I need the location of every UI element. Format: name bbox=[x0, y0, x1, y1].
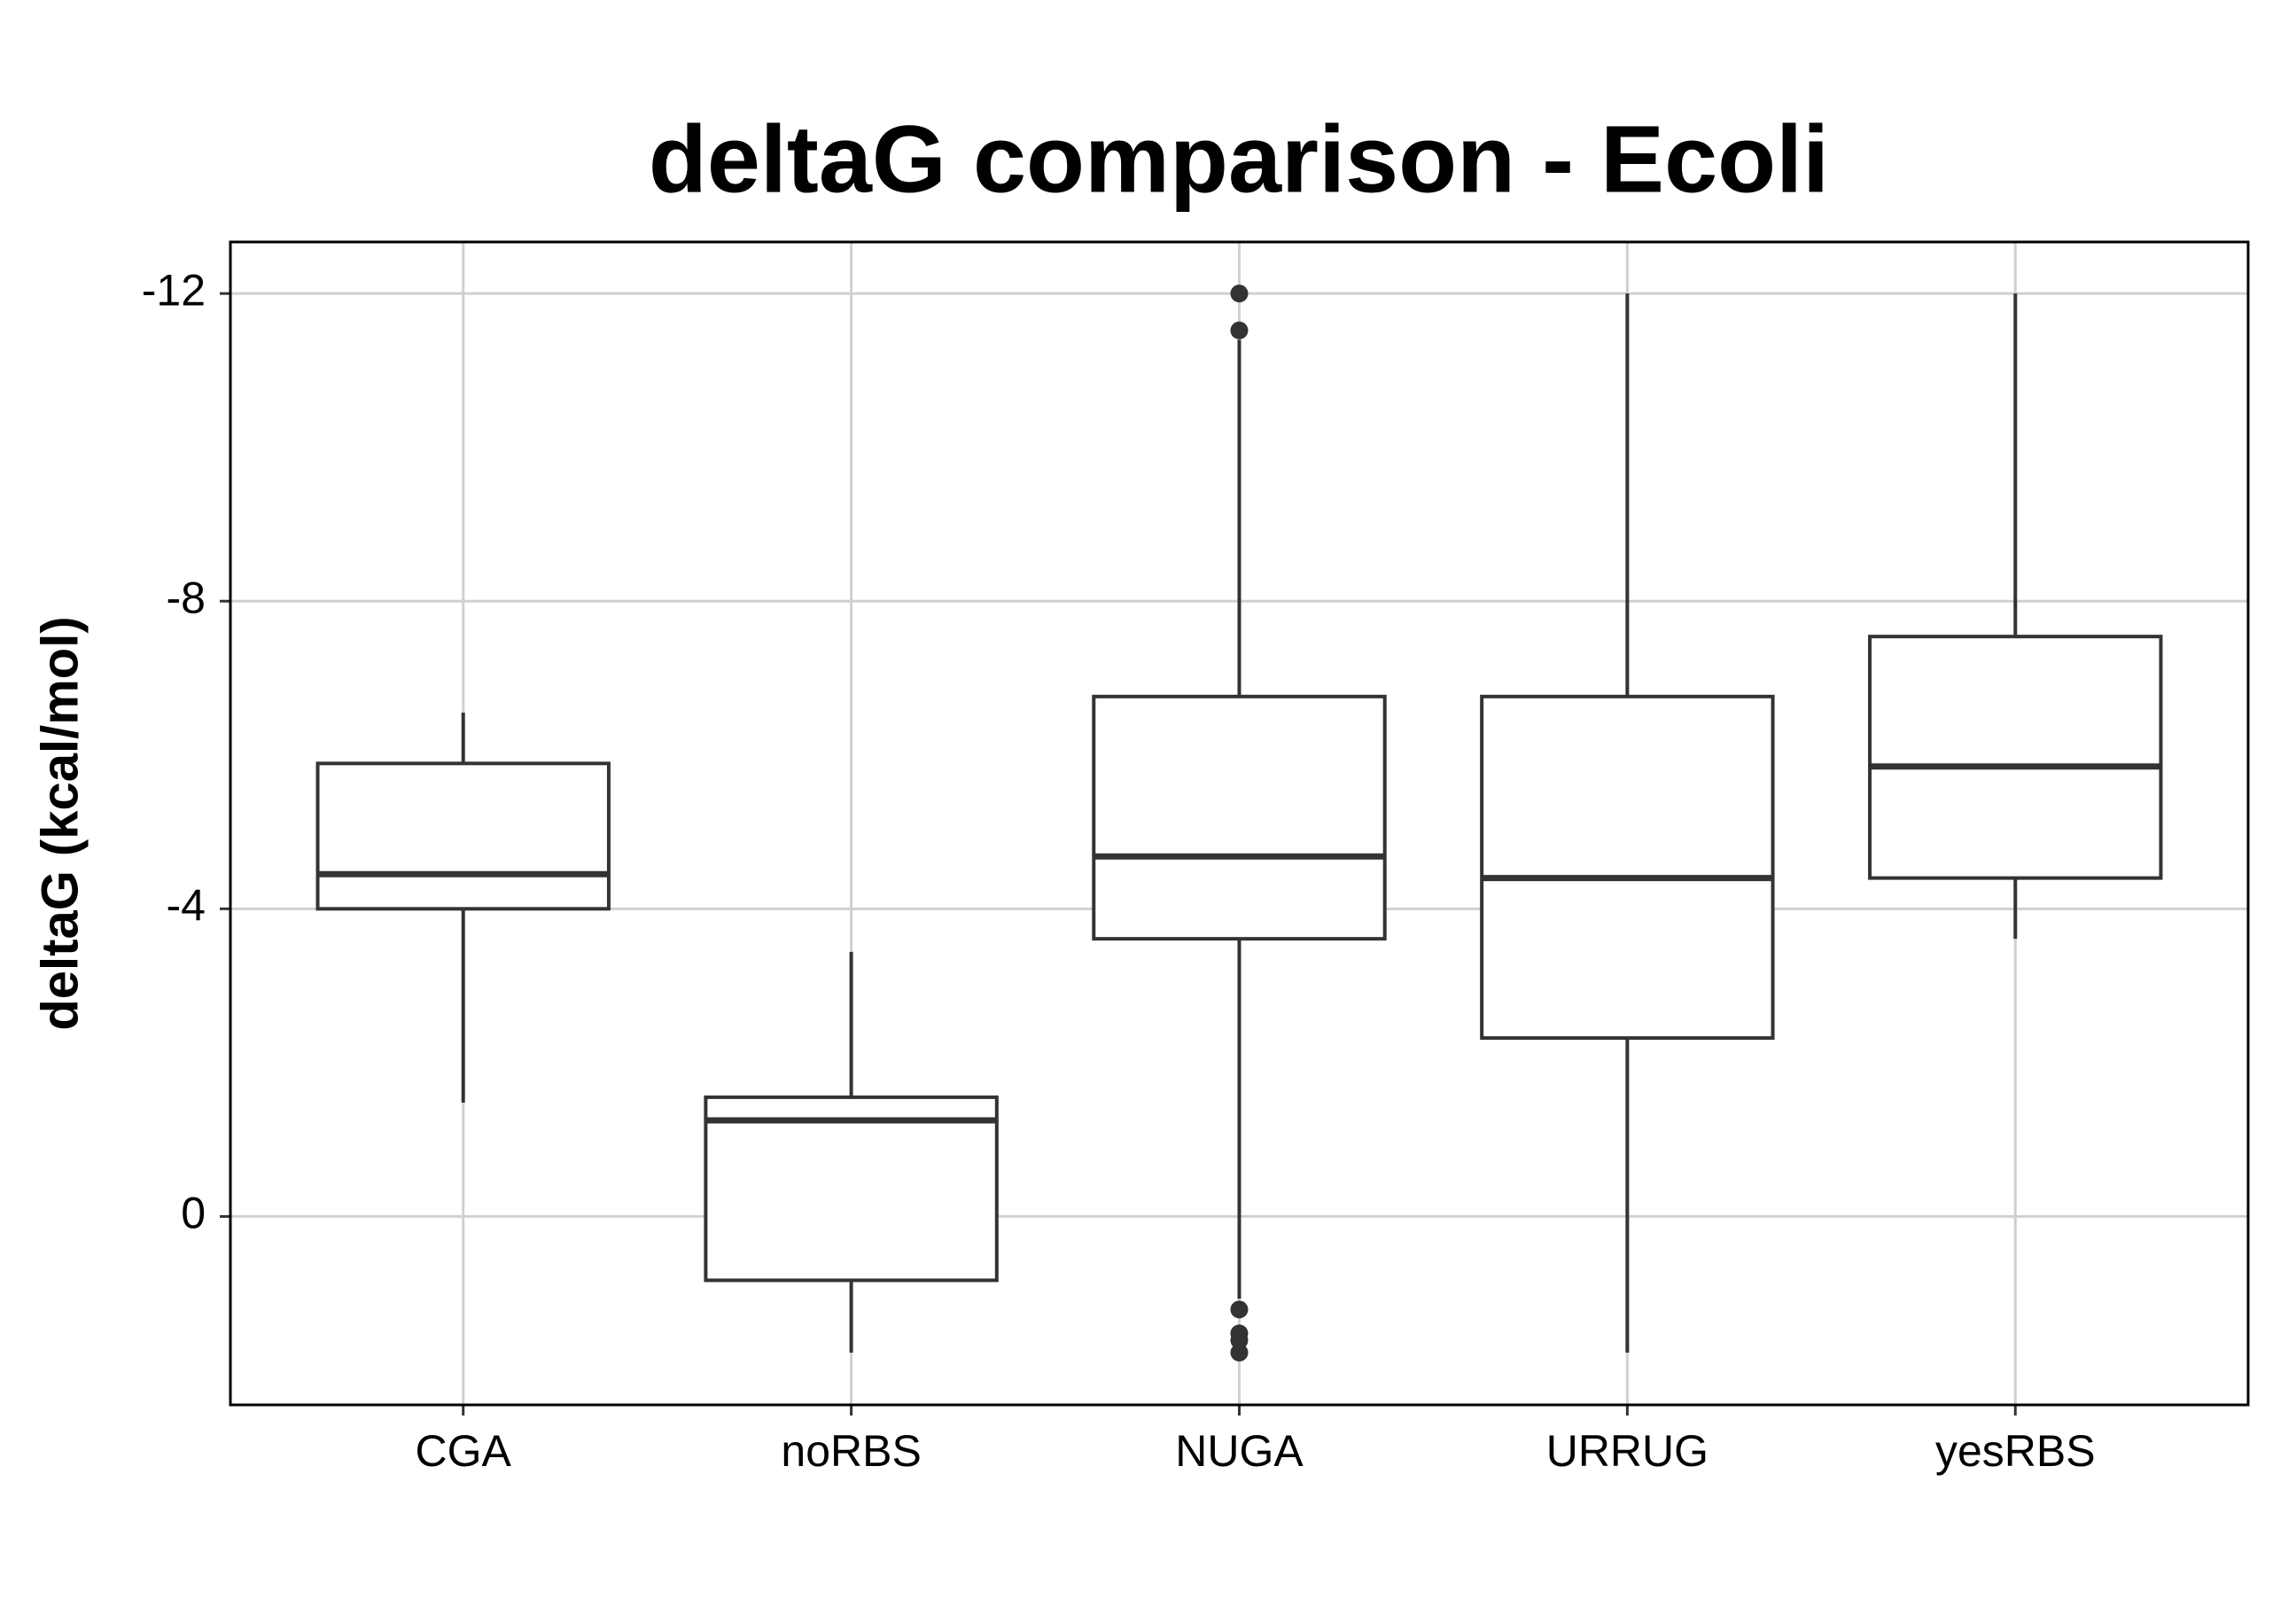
outlier bbox=[1230, 1300, 1249, 1319]
outlier bbox=[1230, 285, 1249, 303]
y-axis-label: deltaG (kcal/mol) bbox=[31, 616, 89, 1030]
x-tick-label: noRBS bbox=[781, 1426, 921, 1476]
box bbox=[704, 1095, 999, 1283]
x-tick-label: URRUG bbox=[1546, 1426, 1708, 1476]
box bbox=[1868, 635, 2163, 880]
x-tick-label: yesRBS bbox=[1935, 1426, 2096, 1476]
outlier bbox=[1230, 1343, 1249, 1361]
box bbox=[315, 761, 611, 911]
outlier bbox=[1230, 321, 1249, 339]
box bbox=[1480, 694, 1775, 1041]
plot-frame bbox=[229, 240, 2250, 1407]
box bbox=[1092, 694, 1387, 941]
y-tick-label: -8 bbox=[167, 573, 206, 622]
x-tick-label: NUGA bbox=[1175, 1426, 1304, 1476]
x-tick-label: CGA bbox=[416, 1426, 512, 1476]
y-tick-label: -12 bbox=[142, 265, 206, 315]
chart-title: deltaG comparison - Ecoli bbox=[649, 105, 1829, 213]
y-tick-label: 0 bbox=[181, 1189, 206, 1238]
outlier bbox=[1230, 1331, 1249, 1350]
y-tick-label: -4 bbox=[167, 881, 206, 931]
